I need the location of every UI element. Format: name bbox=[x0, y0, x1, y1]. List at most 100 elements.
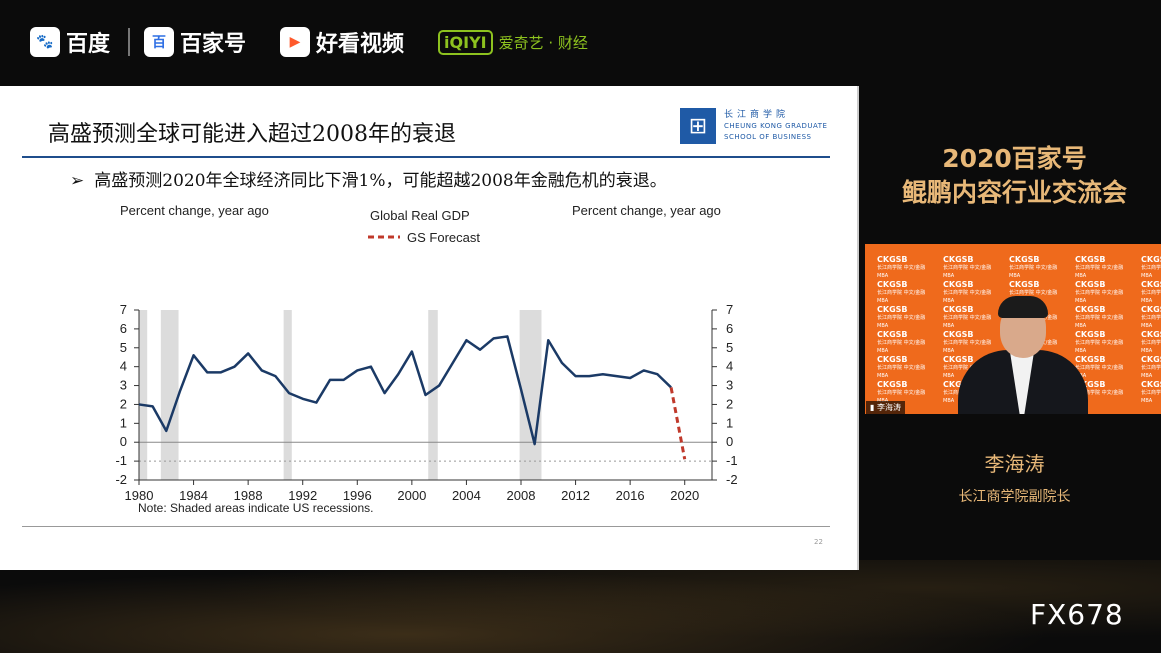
background-gold-glow bbox=[0, 560, 1161, 653]
backdrop-logo-text: CKGSB bbox=[1141, 280, 1161, 289]
backdrop-logo-text: CKGSB bbox=[943, 305, 974, 314]
baijiahao-icon: 百 bbox=[144, 27, 175, 57]
backdrop-logo-subtext: 长江商学院 中文/金融MBA bbox=[1141, 315, 1161, 329]
backdrop-logo-subtext: 长江商学院 中文/金融MBA bbox=[1141, 290, 1161, 304]
camera-label-text: 李海涛 bbox=[876, 403, 901, 412]
y-tick-label-right: 5 bbox=[726, 340, 733, 355]
haokan-logo[interactable]: ▶ 好看视频 bbox=[280, 26, 404, 58]
speaker-title: 长江商学院副院长 bbox=[958, 489, 1071, 505]
chart-gridlines bbox=[139, 441, 712, 462]
backdrop-logo-text: CKGSB bbox=[1075, 380, 1106, 389]
y-tick-label-left: -1 bbox=[115, 453, 127, 468]
recession-band-0 bbox=[139, 310, 148, 480]
backdrop-logo-text: CKGSB bbox=[877, 280, 908, 289]
backdrop-logo-subtext: 长江商学院 中文/金融MBA bbox=[943, 365, 992, 379]
y-tick-label-right: -2 bbox=[726, 472, 738, 487]
ckgsb-logo-en1: CHEUNG KONG GRADUATE bbox=[724, 121, 828, 130]
backdrop-logo-text: CKGSB bbox=[1009, 280, 1040, 289]
backdrop-logo-subtext: 长江商学院 中文/金融MBA bbox=[1141, 365, 1161, 379]
logo-divider bbox=[128, 28, 131, 56]
slide-bottom-rule bbox=[22, 526, 830, 527]
backdrop-logo-subtext: 长江商学院 中文/金融MBA bbox=[943, 340, 992, 354]
backdrop-logo-text: CKGSB bbox=[943, 280, 974, 289]
x-tick-label: 1984 bbox=[179, 488, 208, 503]
slide-title: 高盛预测全球可能进入超过2008年的衰退 bbox=[48, 122, 456, 147]
y-axis-label-left: Percent change, year ago bbox=[120, 203, 269, 218]
event-title-line1: 2020百家号 bbox=[942, 144, 1087, 173]
recession-bands bbox=[139, 310, 542, 480]
baidu-paw-icon: 🐾 bbox=[30, 27, 60, 57]
haokan-label: 好看视频 bbox=[316, 32, 405, 57]
x-tick-label: 2012 bbox=[561, 488, 590, 503]
bullet-text: 高盛预测2020年全球经济同比下滑1%，可能超越2008年金融危机的衰退。 bbox=[94, 171, 667, 191]
backdrop-logo-text: CKGSB bbox=[1009, 255, 1040, 264]
backdrop-logo-text: CKGSB bbox=[877, 255, 908, 264]
recession-band-1 bbox=[160, 310, 179, 480]
ckgsb-logo-cn: 长江商学院 bbox=[724, 109, 790, 120]
backdrop-logo-text: CKGSB bbox=[1075, 255, 1106, 264]
y-tick-label-right: 1 bbox=[726, 415, 733, 430]
baijiahao-logo[interactable]: 百 百家号 bbox=[144, 26, 246, 58]
iqiyi-logo[interactable]: iQIYI 爱奇艺 · 财经 bbox=[438, 29, 588, 55]
chart-series bbox=[138, 335, 687, 460]
backdrop-logo-text: CKGSB bbox=[943, 255, 974, 264]
x-tick-label: 1980 bbox=[125, 488, 154, 503]
y-tick-label-left: 7 bbox=[120, 302, 127, 317]
backdrop-logo-text: CKGSB bbox=[1075, 305, 1106, 314]
watermark: FX678 bbox=[1030, 598, 1124, 631]
backdrop-logo-text: CKGSB bbox=[1141, 355, 1161, 364]
y-tick-label-right: 6 bbox=[726, 321, 733, 336]
y-tick-label-left: -2 bbox=[115, 472, 127, 487]
backdrop-logo-subtext: 长江商学院 中文/金融MBA bbox=[943, 315, 992, 329]
y-tick-label-left: 4 bbox=[120, 359, 127, 374]
chart-title: Global Real GDP bbox=[370, 208, 470, 223]
y-tick-label-left: 6 bbox=[120, 321, 127, 336]
backdrop-logo-text: CKGSB bbox=[943, 380, 974, 389]
backdrop-logo-subtext: 长江商学院 中文/金融MBA bbox=[943, 290, 992, 304]
x-tick-label: 2008 bbox=[507, 488, 536, 503]
slide-bullet: ➢ 高盛预测2020年全球经济同比下滑1%，可能超越2008年金融危机的衰退。 bbox=[70, 166, 667, 191]
y-tick-label-left: 2 bbox=[120, 396, 127, 411]
backdrop-logo-text: CKGSB bbox=[943, 355, 974, 364]
x-tick-label: 1988 bbox=[234, 488, 263, 503]
baijiahao-label: 百家号 bbox=[180, 32, 247, 57]
recession-band-3 bbox=[428, 310, 438, 480]
x-tick-label: 1996 bbox=[343, 488, 372, 503]
x-tick-label: 2000 bbox=[397, 488, 426, 503]
event-title: 2020百家号 鲲鹏内容行业交流会 bbox=[868, 142, 1161, 210]
backdrop-logo-text: CKGSB bbox=[877, 330, 908, 339]
backdrop-logo-subtext: 长江商学院 中文/金融MBA bbox=[943, 265, 992, 279]
y-tick-label-left: 1 bbox=[120, 415, 127, 430]
baidu-logo[interactable]: 🐾 百度 bbox=[30, 26, 110, 58]
ckgsb-logo: ⊞ 长江商学院 CHEUNG KONG GRADUATE SCHOOL OF B… bbox=[680, 108, 827, 144]
backdrop-logo-subtext: 长江商学院 中文/金融MBA bbox=[1141, 265, 1161, 279]
bullet-arrow-icon: ➢ bbox=[70, 171, 85, 191]
x-tick-label: 2020 bbox=[670, 488, 699, 503]
iqiyi-label: 爱奇艺 · 财经 bbox=[498, 33, 588, 52]
backdrop-logo-subtext: 长江商学院 中文/金融MBA bbox=[1075, 315, 1124, 329]
y-axis-label-right: Percent change, year ago bbox=[572, 203, 721, 218]
y-tick-label-right: -1 bbox=[726, 453, 738, 468]
chart-note: Note: Shaded areas indicate US recession… bbox=[138, 501, 373, 515]
partner-logos: 🐾 百度 百 百家号 ▶ 好看视频 iQIYI 爱奇艺 · 财经 bbox=[30, 22, 606, 62]
backdrop-logo-text: CKGSB bbox=[877, 355, 908, 364]
backdrop-logo-subtext: 长江商学院 中文/金融MBA bbox=[877, 315, 926, 329]
iqiyi-mark: iQIYI bbox=[438, 29, 493, 55]
camera-label: ▮ 李海涛 bbox=[866, 401, 905, 414]
